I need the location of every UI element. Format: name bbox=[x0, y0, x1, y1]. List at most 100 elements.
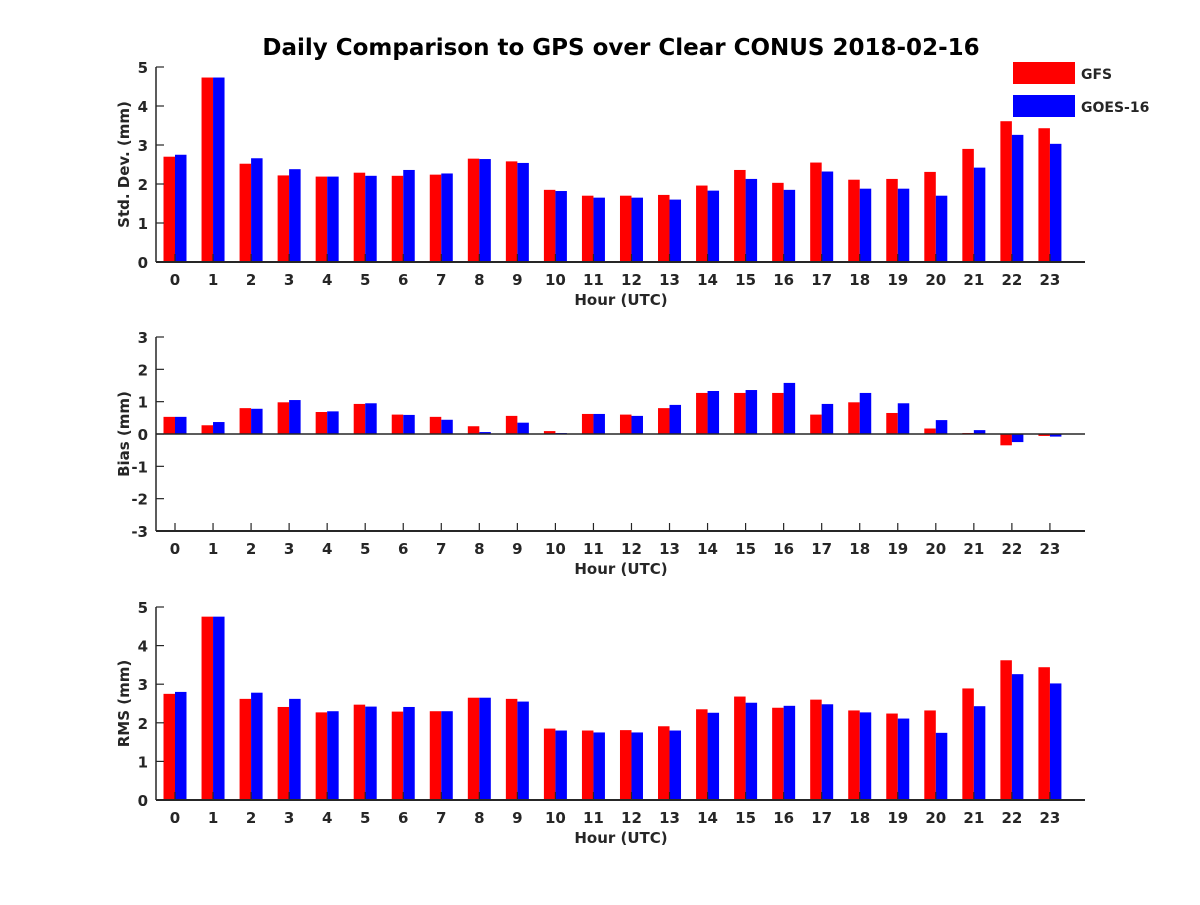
bias-bar-goes16-7 bbox=[441, 419, 453, 434]
bias-bar-goes16-19 bbox=[897, 403, 910, 434]
std-dev-x-tick-label: 13 bbox=[659, 271, 680, 289]
bias-bar-goes16-13 bbox=[669, 404, 682, 434]
rms-x-tick-label: 17 bbox=[811, 809, 832, 827]
bias-bar-gfs-14 bbox=[696, 392, 708, 434]
std-dev-bar-goes16-15 bbox=[745, 178, 758, 262]
bias-bar-gfs-1 bbox=[201, 425, 214, 434]
rms-x-tick-label: 15 bbox=[735, 809, 756, 827]
rms-bar-gfs-22 bbox=[1000, 660, 1012, 800]
std-dev-y-tick-label: 5 bbox=[138, 59, 148, 77]
std-dev-bar-goes16-16 bbox=[783, 189, 796, 262]
std-dev-y-tick-label: 1 bbox=[138, 215, 148, 233]
bias-x-tick-label: 23 bbox=[1039, 540, 1060, 558]
bias-x-tick-label: 1 bbox=[208, 540, 218, 558]
rms-bar-goes16-23 bbox=[1049, 683, 1062, 800]
rms-x-tick-label: 6 bbox=[398, 809, 408, 827]
bias-x-tick-label: 15 bbox=[735, 540, 756, 558]
bias-y-tick-label: 0 bbox=[138, 426, 148, 444]
std-dev-y-tick-label: 0 bbox=[138, 254, 148, 272]
bias-bar-gfs-9 bbox=[505, 415, 518, 434]
bias-bar-goes16-16 bbox=[783, 382, 796, 434]
rms-bar-gfs-18 bbox=[848, 710, 860, 800]
bias-x-tick-label: 14 bbox=[697, 540, 718, 558]
rms-bar-goes16-19 bbox=[897, 718, 910, 800]
bias-x-tick-label: 6 bbox=[398, 540, 408, 558]
std-dev-bar-goes16-11 bbox=[593, 197, 605, 262]
bias-bar-gfs-2 bbox=[239, 408, 252, 434]
rms-bar-goes16-14 bbox=[707, 712, 720, 800]
bias-bar-goes16-22 bbox=[1011, 434, 1024, 443]
rms-bar-goes16-15 bbox=[745, 702, 758, 800]
std-dev-x-tick-label: 15 bbox=[735, 271, 756, 289]
std-dev-x-tick-label: 18 bbox=[849, 271, 870, 289]
bias-bar-gfs-16 bbox=[772, 392, 784, 434]
bias-bar-goes16-12 bbox=[631, 415, 643, 434]
legend-label-goes16: GOES-16 bbox=[1081, 100, 1149, 116]
rms-y-tick-label: 2 bbox=[138, 715, 148, 733]
rms-x-tick-label: 3 bbox=[284, 809, 294, 827]
rms-bar-gfs-1 bbox=[201, 616, 214, 800]
std-dev-bar-gfs-0 bbox=[163, 156, 175, 262]
rms-x-tick-label: 13 bbox=[659, 809, 680, 827]
bias-y-tick-label: -1 bbox=[131, 458, 148, 476]
std-dev-bar-gfs-6 bbox=[391, 175, 404, 262]
bias-bar-goes16-5 bbox=[365, 403, 377, 434]
bias-bar-gfs-11 bbox=[581, 413, 594, 434]
rms-bar-gfs-13 bbox=[658, 726, 670, 800]
std-dev-bar-goes16-4 bbox=[327, 176, 339, 262]
std-dev-x-tick-label: 0 bbox=[170, 271, 180, 289]
rms-bar-goes16-11 bbox=[593, 732, 605, 800]
std-dev-x-tick-label: 22 bbox=[1001, 271, 1022, 289]
bias-x-tick-label: 10 bbox=[545, 540, 566, 558]
std-dev-bar-goes16-2 bbox=[251, 158, 263, 262]
std-dev-bar-gfs-11 bbox=[581, 195, 594, 262]
bias-x-tick-label: 5 bbox=[360, 540, 370, 558]
rms-y-tick-label: 1 bbox=[138, 753, 148, 771]
bias-x-axis-label: Hour (UTC) bbox=[574, 560, 667, 578]
bias-x-tick-label: 18 bbox=[849, 540, 870, 558]
std-dev-bar-goes16-9 bbox=[517, 162, 529, 262]
rms-x-tick-label: 18 bbox=[849, 809, 870, 827]
rms-x-tick-label: 4 bbox=[322, 809, 332, 827]
rms-x-tick-label: 19 bbox=[887, 809, 908, 827]
std-dev-bar-goes16-21 bbox=[973, 167, 986, 262]
std-dev-bar-goes16-1 bbox=[213, 77, 225, 262]
rms-x-tick-label: 22 bbox=[1001, 809, 1022, 827]
bias-bar-gfs-10 bbox=[543, 431, 556, 434]
std-dev-bar-gfs-5 bbox=[353, 172, 366, 262]
legend-swatch-goes16 bbox=[1013, 95, 1075, 117]
std-dev-x-tick-label: 11 bbox=[583, 271, 604, 289]
bias-bar-gfs-0 bbox=[163, 416, 175, 434]
rms-bar-goes16-7 bbox=[441, 711, 453, 800]
bias-bar-goes16-11 bbox=[593, 413, 605, 434]
rms-bar-gfs-14 bbox=[696, 709, 708, 800]
bias-y-axis-label: Bias (mm) bbox=[115, 391, 133, 477]
legend: GFS GOES-16 bbox=[1013, 62, 1149, 117]
rms-y-tick-label: 0 bbox=[138, 792, 148, 810]
std-dev-x-tick-label: 12 bbox=[621, 271, 642, 289]
std-dev-bar-gfs-18 bbox=[848, 179, 860, 262]
std-dev-x-tick-label: 3 bbox=[284, 271, 294, 289]
std-dev-x-tick-label: 2 bbox=[246, 271, 256, 289]
legend-label-gfs: GFS bbox=[1081, 67, 1112, 83]
bias-bar-gfs-6 bbox=[391, 414, 404, 434]
std-dev-x-tick-label: 10 bbox=[545, 271, 566, 289]
bias-x-tick-label: 9 bbox=[512, 540, 522, 558]
rms-bar-gfs-10 bbox=[543, 728, 556, 800]
std-dev-bar-goes16-14 bbox=[707, 190, 720, 262]
rms-bar-goes16-22 bbox=[1011, 674, 1024, 800]
rms-bar-goes16-16 bbox=[783, 705, 796, 800]
bias-x-tick-label: 13 bbox=[659, 540, 680, 558]
std-dev-bar-gfs-8 bbox=[467, 158, 480, 262]
bias-bar-goes16-1 bbox=[213, 422, 225, 434]
rms-bar-goes16-2 bbox=[251, 692, 263, 800]
bias-bar-goes16-2 bbox=[251, 408, 263, 434]
std-dev-bar-gfs-13 bbox=[658, 194, 670, 262]
bias-x-tick-label: 3 bbox=[284, 540, 294, 558]
rms-bar-goes16-12 bbox=[631, 732, 643, 800]
std-dev-bar-goes16-22 bbox=[1011, 134, 1024, 262]
rms-bar-gfs-19 bbox=[886, 713, 898, 800]
std-dev-bar-goes16-6 bbox=[403, 169, 415, 262]
std-dev-bar-gfs-3 bbox=[277, 175, 290, 262]
rms-bar-gfs-17 bbox=[810, 699, 822, 800]
